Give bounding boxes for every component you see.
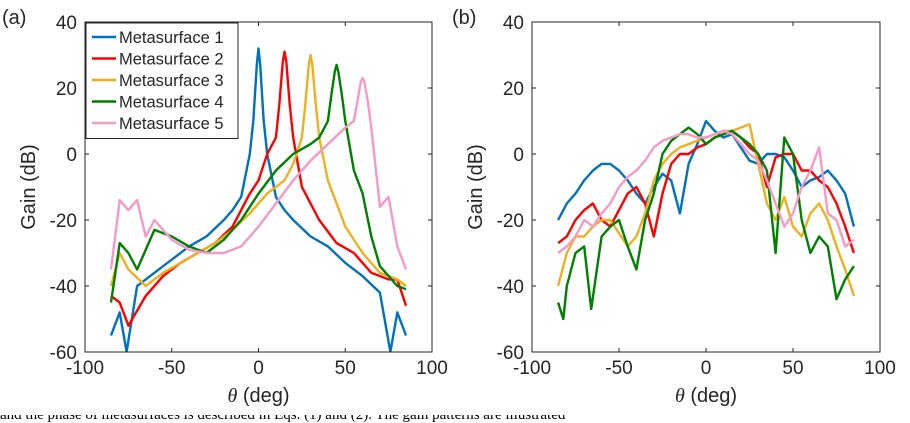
y-tick-label: 20 xyxy=(56,79,77,100)
x-axis-label: θ (deg) xyxy=(675,385,737,407)
y-tick-label: -60 xyxy=(50,343,77,364)
y-tick-label: -60 xyxy=(497,343,524,364)
y-axis-label: Gain (dB) xyxy=(18,144,40,230)
panel-label: (b) xyxy=(452,7,476,29)
series-line-3 xyxy=(556,123,856,297)
xlabel-symbol: θ xyxy=(675,385,685,407)
y-tick-label: -40 xyxy=(497,277,524,298)
series-line-1 xyxy=(557,119,856,227)
panel-label: (a) xyxy=(2,7,26,29)
x-tick-label: -50 xyxy=(158,358,185,379)
x-tick-label: 50 xyxy=(782,358,803,379)
series-line-1 xyxy=(109,47,408,352)
series-line-2 xyxy=(110,50,408,327)
legend: Metasurface 1 Metasurface 2 Metasurface 3 M… xyxy=(85,22,239,139)
x-tick-label: 0 xyxy=(253,358,264,379)
x-tick-label: -100 xyxy=(66,358,104,379)
y-tick-label: 40 xyxy=(56,13,77,34)
series-line-4 xyxy=(556,126,855,321)
legend-label-1: Metasurface 1 xyxy=(119,29,224,47)
series-group xyxy=(556,119,856,321)
xlabel-rest: (deg) xyxy=(237,385,289,407)
y-tick-label: 0 xyxy=(513,145,524,166)
y-axis-label: Gain (dB) xyxy=(465,144,487,230)
series-line-5 xyxy=(109,76,408,270)
x-axis-label: θ (deg) xyxy=(227,385,289,407)
x-tick-label: 100 xyxy=(416,358,448,379)
panel-b: -100 -50 0 50 100 -60 -40 -20 0 20 40 θ (deg) Gain (… xyxy=(452,7,896,407)
series-line-5 xyxy=(557,129,855,254)
y-tick-label: 40 xyxy=(503,13,524,34)
y-tick-label: -20 xyxy=(497,211,524,232)
series-group xyxy=(109,47,408,352)
xlabel-rest: (deg) xyxy=(685,385,737,407)
y-tick-label: -40 xyxy=(50,277,77,298)
x-tick-label: 50 xyxy=(335,358,356,379)
x-tick-label: -100 xyxy=(513,358,551,379)
legend-label-3: Metasurface 3 xyxy=(119,72,224,90)
x-tick-label: 0 xyxy=(701,358,712,379)
xlabel-symbol: θ xyxy=(227,385,237,407)
legend-label-2: Metasurface 2 xyxy=(119,51,224,69)
y-tick-label: 0 xyxy=(66,145,77,166)
legend-label-5: Metasurface 5 xyxy=(119,115,224,133)
legend-label-4: Metasurface 4 xyxy=(119,94,224,112)
x-tick-label: -50 xyxy=(605,358,632,379)
x-tick-label: 100 xyxy=(864,358,896,379)
y-tick-label: 20 xyxy=(503,79,524,100)
panel-a: -100 -50 0 50 100 -60 -40 -20 0 20 40 θ (deg) Gain (… xyxy=(2,7,448,407)
y-tick-label: -20 xyxy=(50,211,77,232)
caption-fragment: and the phase of metasurfaces is describ… xyxy=(0,415,566,423)
